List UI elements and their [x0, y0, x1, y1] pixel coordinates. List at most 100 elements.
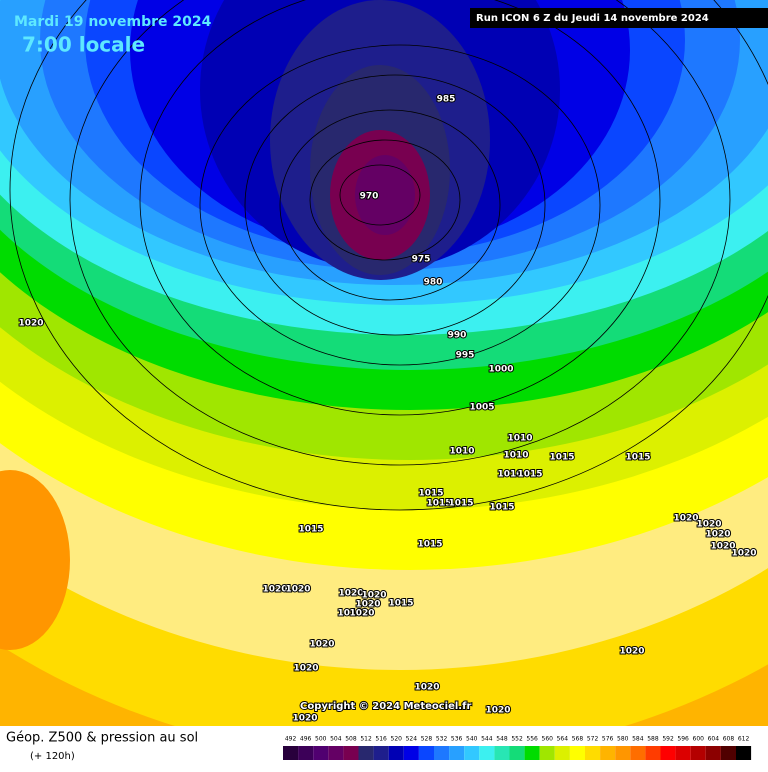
legend-swatch — [494, 746, 510, 760]
legend-swatch — [720, 746, 736, 760]
legend-label: 612 — [738, 736, 750, 743]
legend-label: 532 — [436, 736, 448, 743]
legend-swatch — [524, 746, 540, 760]
legend-swatch — [585, 746, 601, 760]
legend-label: 592 — [662, 736, 674, 743]
isobar-label: 1010 — [507, 434, 532, 444]
legend-label: 492 — [285, 736, 297, 743]
legend-swatch — [298, 746, 314, 760]
legend-label: 544 — [481, 736, 493, 743]
isobar-label: 1015 — [448, 499, 473, 509]
legend-label: 524 — [406, 736, 418, 743]
isobar-label: 1020 — [710, 542, 735, 552]
legend-label: 600 — [693, 736, 705, 743]
legend-swatch — [736, 746, 752, 760]
isobar-label: 1015 — [298, 525, 323, 535]
isobar-label: 1015 — [418, 489, 443, 499]
isobar-label: 990 — [448, 331, 467, 341]
legend-swatch — [358, 746, 374, 760]
footer-lead: (+ 120h) — [30, 751, 75, 762]
legend-swatch — [343, 746, 359, 760]
isobar-label: 1015 — [388, 599, 413, 609]
isobars — [9, 0, 768, 511]
isobar-label: 1005 — [469, 403, 494, 413]
legend-swatch — [388, 746, 404, 760]
legend: 492 496 500 504 508 512 516 520 524 528 532 536 540 5… — [283, 736, 752, 760]
legend-swatch — [539, 746, 555, 760]
isobar-label: 975 — [412, 255, 431, 265]
isobar-label: 1020 — [619, 647, 644, 657]
isobar-label: 1020 — [18, 319, 43, 329]
legend-label: 528 — [421, 736, 433, 743]
footer-title: Géop. Z500 & pression au sol — [6, 731, 198, 746]
isobar-label: 1020 — [361, 591, 386, 601]
legend-swatch — [449, 746, 465, 760]
legend-label: 548 — [496, 736, 508, 743]
legend-label: 536 — [451, 736, 463, 743]
legend-label: 576 — [602, 736, 614, 743]
legend-label: 560 — [542, 736, 554, 743]
legend-swatch — [434, 746, 450, 760]
isobar-label: 970 — [360, 192, 379, 202]
legend-swatch — [373, 746, 389, 760]
legend-swatch — [569, 746, 585, 760]
legend-swatch — [630, 746, 646, 760]
legend-label: 504 — [330, 736, 342, 743]
isobar-label: 1020 — [731, 549, 756, 559]
time: 7:00 locale — [22, 33, 145, 57]
legend-label: 556 — [526, 736, 538, 743]
isobar-label: 1020 — [485, 706, 510, 716]
isobar-label: 1010 — [449, 447, 474, 457]
legend-label: 580 — [617, 736, 629, 743]
isobar-label: 1020 — [292, 714, 317, 724]
legend-label: 608 — [723, 736, 735, 743]
legend-swatch — [705, 746, 721, 760]
legend-label: 512 — [360, 736, 372, 743]
legend-label: 520 — [391, 736, 403, 743]
legend-swatch — [328, 746, 344, 760]
legend-swatch — [283, 746, 299, 760]
legend-label: 596 — [677, 736, 689, 743]
isobar-label: 1015 — [426, 499, 451, 509]
isobar-label: 980 — [424, 278, 443, 288]
run-info: Run ICON 6 Z du Jeudi 14 novembre 2024 — [476, 13, 709, 24]
legend-label: 496 — [300, 736, 312, 743]
legend-swatch — [675, 746, 691, 760]
isobar-label: 1015 — [549, 453, 574, 463]
isobar-label: 1010 — [503, 451, 528, 461]
legend-label: 572 — [587, 736, 599, 743]
isobar-label: 1015 — [517, 470, 542, 480]
legend-label: 508 — [345, 736, 357, 743]
isobar-label: 1010 — [337, 609, 362, 619]
legend-label: 516 — [375, 736, 387, 743]
legend-label: 540 — [466, 736, 478, 743]
isobar-label: 1020 — [338, 589, 363, 599]
isobar-label: 1020 — [696, 520, 721, 530]
run-box — [470, 8, 768, 28]
isobar-label: 1015 — [417, 540, 442, 550]
legend-label: 564 — [557, 736, 569, 743]
date: Mardi 19 novembre 2024 — [14, 14, 212, 30]
isobar-label: 995 — [456, 351, 475, 361]
isobar-label: 1020 — [705, 530, 730, 540]
legend-swatch — [418, 746, 434, 760]
isobar-label: 1000 — [488, 365, 513, 375]
isobar-label: 1015 — [625, 453, 650, 463]
legend-swatch — [600, 746, 616, 760]
legend-label: 552 — [511, 736, 523, 743]
legend-swatch — [615, 746, 631, 760]
legend-swatch — [403, 746, 419, 760]
isobar-label: 1020 — [285, 585, 310, 595]
isobar-label: 1020 — [262, 585, 287, 595]
isobar-label: 1020 — [349, 609, 374, 619]
legend-swatch — [313, 746, 329, 760]
isobar-label: 1015 — [489, 503, 514, 513]
legend-swatch — [464, 746, 480, 760]
isobar-label: 1010 — [497, 470, 522, 480]
legend-label: 500 — [315, 736, 327, 743]
isobar-label: 1020 — [309, 640, 334, 650]
legend-label: 588 — [647, 736, 659, 743]
isobar-label: 985 — [437, 95, 456, 105]
